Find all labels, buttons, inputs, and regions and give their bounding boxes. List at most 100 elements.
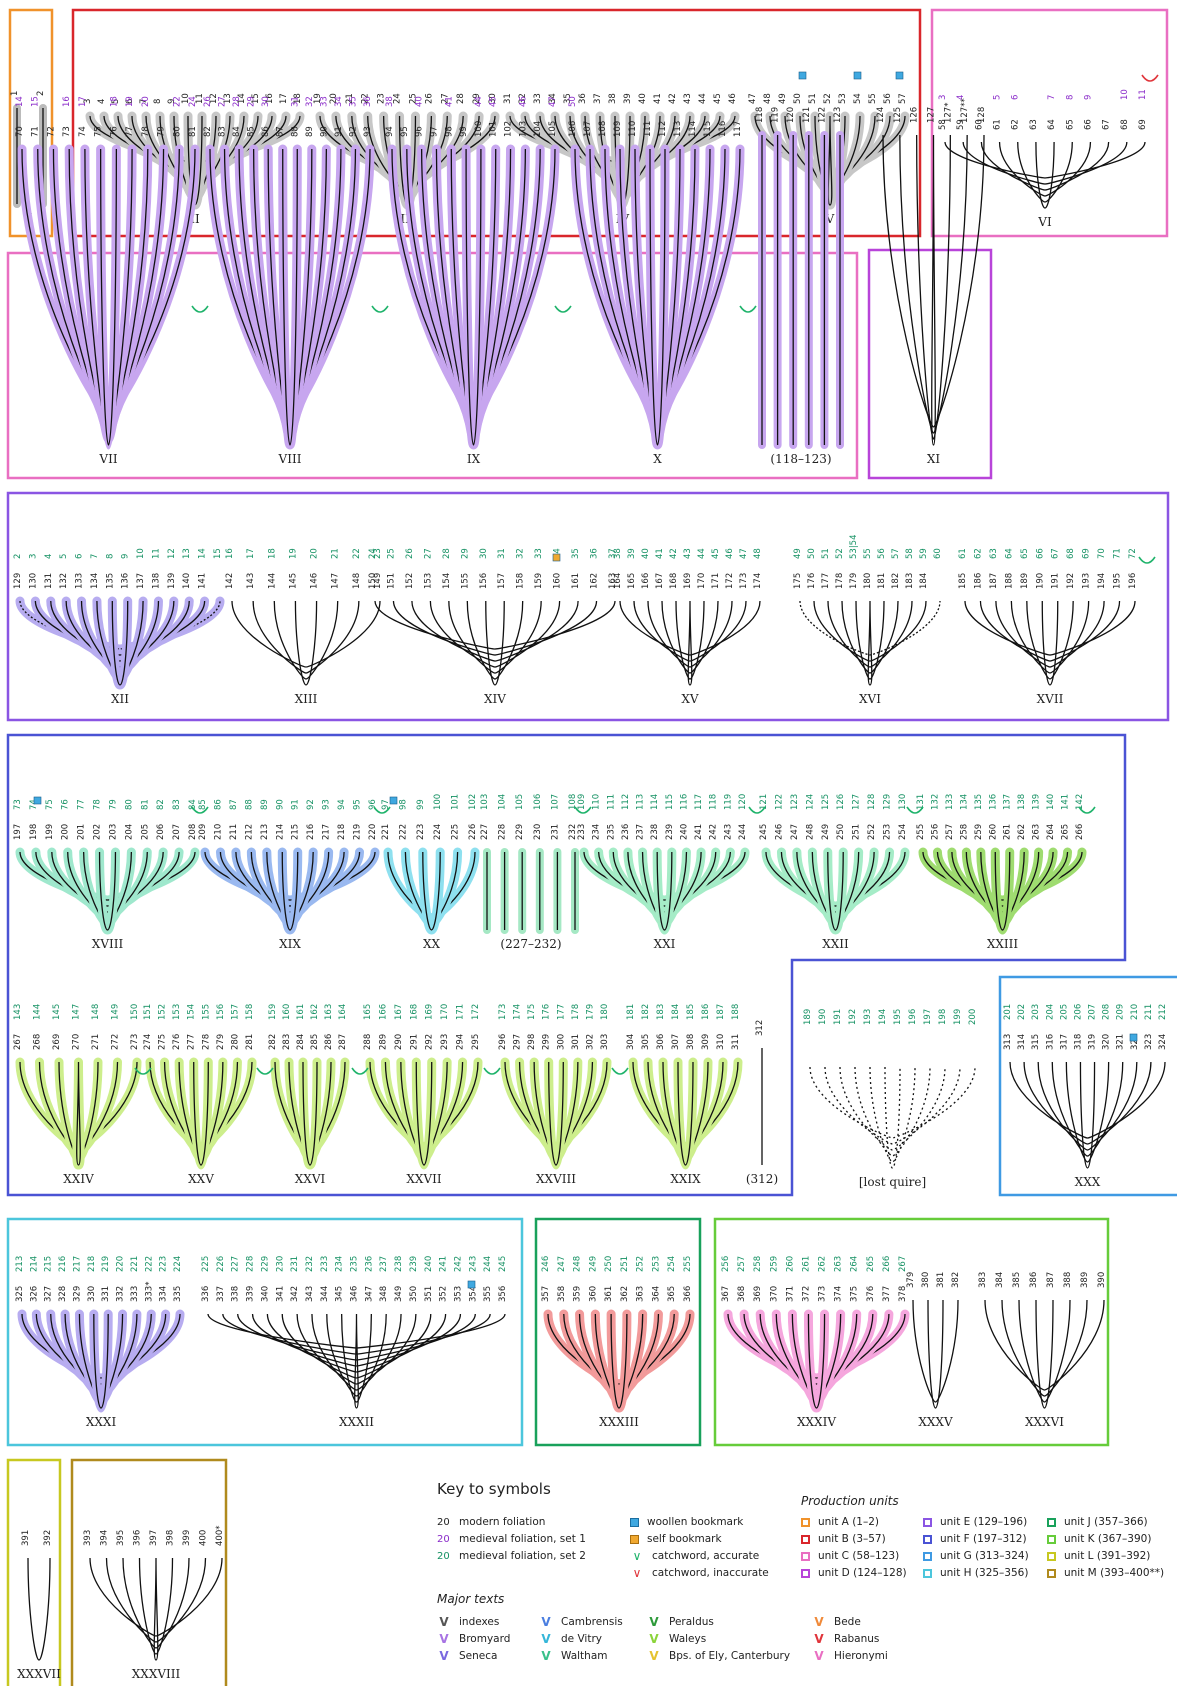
bromyard-icon: V [439,1632,449,1646]
folio-number: 199 [45,824,55,840]
medieval-foliation-2: 260 [785,1256,795,1272]
medieval-foliation-2: 49 [793,548,803,559]
medieval-foliation-2: 188 [731,1004,741,1020]
folio-number: 35 [563,93,573,104]
folio-number: 195 [1113,573,1123,589]
medieval-foliation-2: 53|54 [849,535,859,560]
bifolium [99,148,118,446]
folio-number: 215 [291,824,301,840]
medieval-foliation-2: 161 [296,1004,306,1020]
quire-label: XXXV [918,1415,953,1429]
bifolium [813,600,927,662]
bifolium [19,851,196,901]
folio-number: 81 [188,126,198,137]
bifolium-highlight [96,144,121,450]
medieval-foliation-2: 77 [77,799,87,810]
folio-number: 358 [557,1286,567,1302]
folio-number: 249 [821,824,831,840]
medieval-foliation-2: 127 [852,794,862,810]
folio-number: 112 [658,121,668,137]
folio-number: 339 [246,1286,256,1302]
catchword-accurate-icon [554,305,572,313]
bifolium [89,1557,223,1637]
folio-number: 151 [386,573,396,589]
folio-number: 360 [588,1286,598,1302]
folio-number: 196 [1128,573,1138,589]
folio-number: 323 [1144,1034,1154,1050]
folio-number: 103 [518,121,528,137]
bifolium [354,1313,359,1409]
bifolium [122,1557,190,1649]
folio-number: 341 [275,1286,285,1302]
medieval-foliation-1: 26 [203,96,213,107]
bifolium [1026,600,1074,680]
medieval-foliation-2: 192 [848,1009,858,1025]
medieval-foliation-1: 29 [247,96,257,107]
folio-number: 57 [898,93,908,104]
medieval-foliation-2: 256 [721,1256,731,1272]
folio-number: 316 [1045,1034,1055,1050]
folio-number: 303 [600,1034,610,1050]
medieval-foliation-2: 114 [650,794,660,810]
marker-label-woollen: woollen bookmark [647,1516,744,1528]
folio-number: 191 [1051,573,1061,589]
bifolium-highlight [606,1309,632,1413]
unit-c-swatch [801,1552,810,1561]
marker-catchword-inaccurate: ∨ catchword, inaccurate [630,1565,769,1582]
medieval-foliation-2: 35 [571,548,581,559]
folio-number: 217 [322,824,332,840]
bifolium [656,851,673,931]
medieval-foliation-2: 166 [378,1004,388,1020]
folio-number: 60 [974,119,984,130]
texts-key-col-4: V Bede V Rabanus V Hieronymi [812,1614,888,1665]
medieval-foliation-2: 172 [471,1004,481,1020]
medieval-foliation-2: 152 [158,1004,168,1020]
bifolium [294,600,318,686]
folio-number: 333 [130,1286,140,1302]
medieval-foliation-2: 145 [52,1004,62,1020]
medieval-foliation-2: 108 [568,794,578,810]
folio-number: 256 [930,824,940,840]
folio-number: 14 [237,93,247,104]
text-label-de-vitry: de Vitry [561,1633,602,1645]
folio-number: 374 [834,1286,844,1302]
medieval-foliation-2: 117 [694,794,704,810]
medieval-foliation-2: 112 [621,794,631,810]
folio-number: 398 [166,1530,176,1546]
catchword-accurate-icon [748,806,766,814]
folio-number: 211 [229,824,239,840]
bifolium [273,600,339,680]
bifolium [237,1313,476,1361]
folio-number: 320 [1102,1034,1112,1050]
medieval-foliation-2: 115 [665,794,675,810]
bifolium [1001,1299,1088,1397]
marker-catchword-accurate: ∨ catchword, accurate [630,1548,769,1565]
folio-number: 282 [268,1034,278,1050]
marker-label-self: self bookmark [647,1533,722,1545]
medieval-foliation-2: 218 [87,1256,97,1272]
quire-xviii: 197 198 199 200 201 202 203 204 205 206 207 208 73 74… [13,799,200,951]
medieval-foliation-2: 241 [439,1256,449,1272]
folio-number: 117 [733,121,743,137]
medieval-foliation-2: 67 [1051,548,1061,559]
medieval-foliation-2: 194 [878,1009,888,1025]
quire-label: IX [467,452,481,466]
medieval-foliation-2: 32 [516,548,526,559]
medieval-foliation-1: 3 [938,95,948,100]
folio-number: 264 [1046,824,1056,840]
medieval-foliation-2: 170 [440,1004,450,1020]
bifolium [219,851,361,907]
folio-number: 73 [62,126,72,137]
bifolium [1023,1061,1152,1145]
quire-label: XII [111,692,129,706]
medieval-foliation-2: 264 [850,1256,860,1272]
text-label-hieronymi: Hieronymi [834,1650,888,1662]
quire-label: V [825,212,835,226]
unit-f-swatch [923,1535,932,1544]
folio-number: 293 [440,1034,450,1050]
bifolium [882,134,985,428]
folio-number: 277 [187,1034,197,1050]
folio-number: 385 [1012,1272,1022,1288]
folio-number: 135 [105,573,115,589]
folio-number: 317 [1059,1034,1069,1050]
